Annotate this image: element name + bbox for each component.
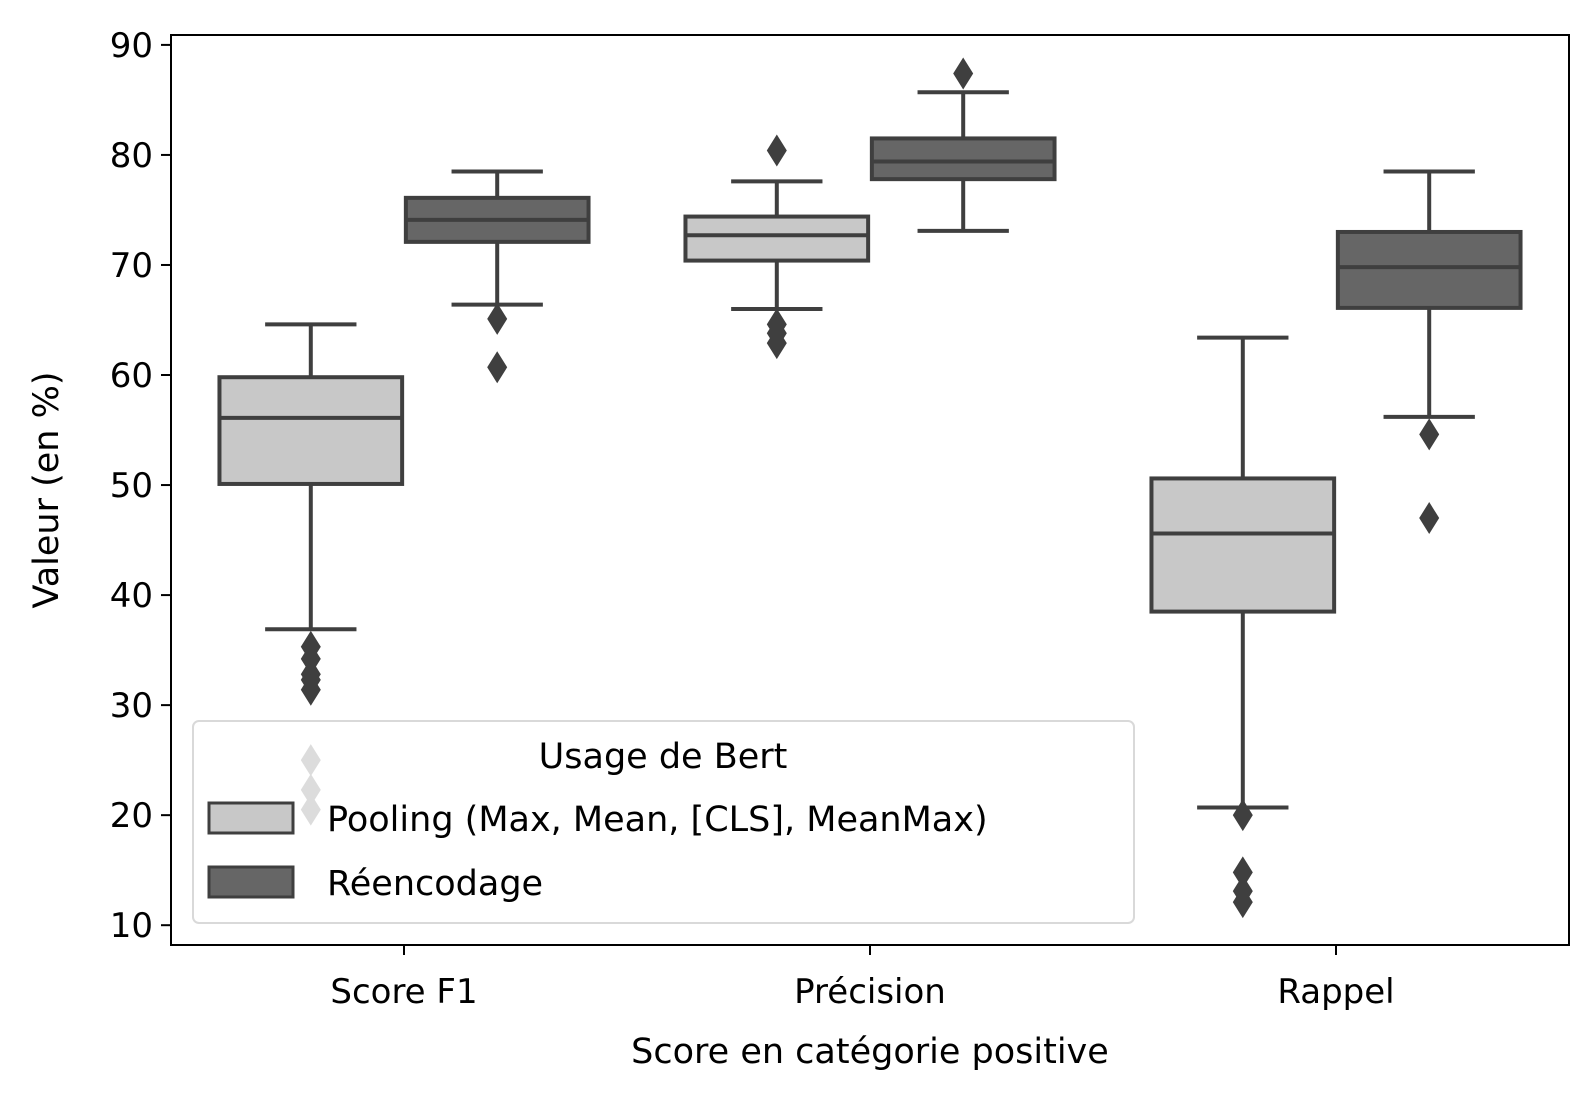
outlier-point — [1419, 418, 1440, 451]
x-tick-label: Score F1 — [330, 972, 477, 1012]
box-pooling-2 — [1149, 335, 1337, 919]
iqr-box — [217, 375, 405, 486]
boxes-layer — [217, 57, 1523, 919]
outlier-point — [766, 327, 787, 360]
outlier-point — [1419, 502, 1440, 535]
y-tick-label: 20 — [110, 796, 153, 836]
axes-layer: 10 20 30 40 50 60 70 80 90 Score F1 Précision Rappe… — [27, 26, 1570, 1072]
outlier-point — [487, 302, 508, 335]
y-tick-label: 60 — [110, 356, 153, 396]
outlier-point — [1232, 799, 1253, 832]
x-axis-label: Score en catégorie positive — [631, 1032, 1109, 1072]
outlier-point — [766, 134, 787, 167]
y-tick-label: 30 — [110, 686, 153, 726]
legend-label: Pooling (Max, Mean, [CLS], MeanMax) — [327, 800, 988, 840]
iqr-box — [1149, 476, 1337, 614]
y-tick-label: 70 — [110, 246, 153, 286]
y-tick-label: 10 — [110, 906, 153, 946]
y-tick-label: 90 — [110, 26, 153, 66]
legend: Usage de Bert Pooling (Max, Mean, [CLS], … — [192, 720, 1135, 924]
outlier-point — [953, 57, 974, 90]
outlier-point — [487, 351, 508, 384]
outlier-point — [1232, 886, 1253, 919]
outlier-point — [1232, 856, 1253, 889]
box-reencodage-2 — [1335, 169, 1523, 535]
iqr-box — [869, 136, 1057, 182]
box-pooling-1 — [683, 134, 871, 360]
y-axis-label: Valeur (en %) — [27, 371, 67, 608]
outlier-point — [300, 673, 321, 706]
iqr-box — [1335, 229, 1523, 310]
box-reencodage-0 — [403, 169, 591, 384]
legend-swatch — [207, 801, 295, 835]
legend-title: Usage de Bert — [539, 737, 788, 777]
y-tick-label: 50 — [110, 466, 153, 506]
box-reencodage-1 — [869, 57, 1057, 233]
iqr-box — [683, 214, 871, 263]
legend-label: Réencodage — [327, 864, 543, 904]
x-tick-label: Rappel — [1277, 972, 1394, 1012]
box-pooling-0 — [217, 322, 405, 826]
plot-frame — [170, 34, 1570, 946]
legend-frame — [192, 720, 1135, 924]
y-tick-label: 40 — [110, 576, 153, 616]
x-tick-label: Précision — [794, 972, 946, 1012]
legend-swatch — [207, 865, 295, 899]
y-tick-label: 80 — [110, 136, 153, 176]
